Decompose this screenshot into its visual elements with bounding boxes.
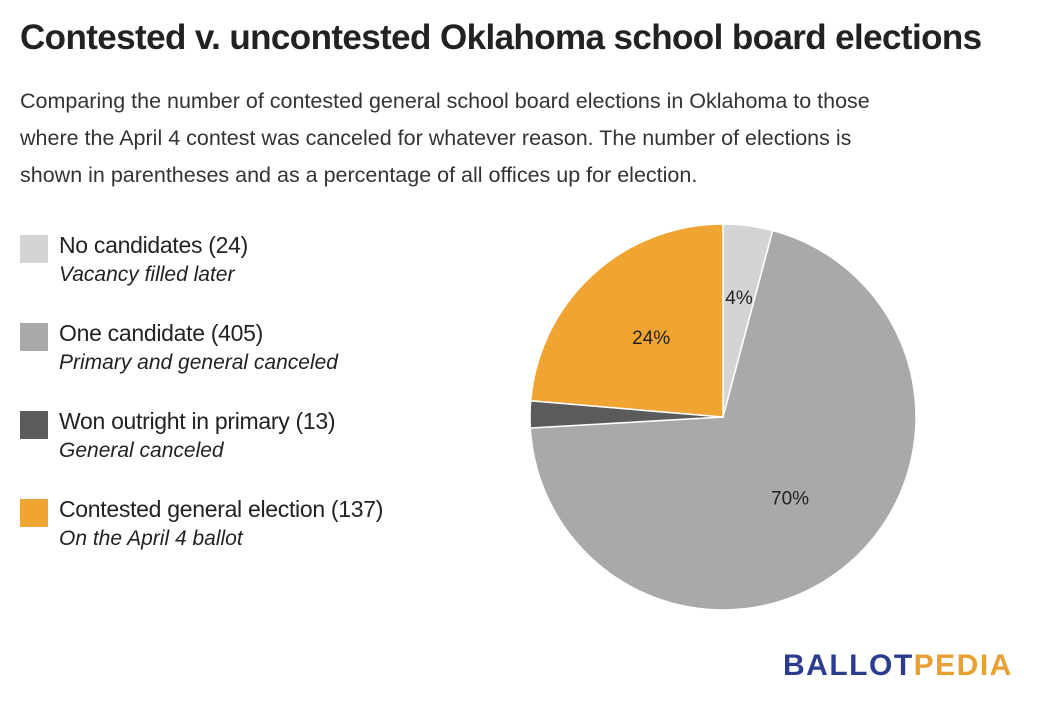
- ballotpedia-logo: BALLOTPEDIA: [783, 649, 1013, 683]
- legend-note: General canceled: [59, 439, 224, 462]
- legend-swatch: [20, 235, 48, 263]
- logo-part-pedia: PEDIA: [913, 649, 1013, 682]
- legend-label: Won outright in primary (13): [59, 408, 336, 434]
- pie-slice-contested: [529, 223, 724, 418]
- pie-label-contested: 24%: [632, 328, 670, 349]
- legend-note: Vacancy filled later: [59, 263, 235, 286]
- legend-swatch: [20, 323, 48, 351]
- legend-note: Primary and general canceled: [59, 351, 338, 374]
- logo-part-ballot: BALLOT: [783, 649, 914, 682]
- legend-swatch: [20, 499, 48, 527]
- subtitle-line: Comparing the number of contested genera…: [20, 89, 870, 113]
- pie-chart: 4% 70% 24%: [520, 215, 930, 625]
- subtitle-line: where the April 4 contest was canceled f…: [20, 126, 852, 150]
- legend-label: Contested general election (137): [59, 496, 384, 522]
- pie-label-no-candidates: 4%: [725, 288, 753, 309]
- pie-svg: 4% 70% 24%: [529, 223, 917, 611]
- chart-subtitle: Comparing the number of contested genera…: [20, 83, 1020, 194]
- legend-label: No candidates (24): [59, 232, 248, 258]
- pie-label-one-candidate: 70%: [771, 488, 809, 509]
- legend-swatch: [20, 411, 48, 439]
- chart-title: Contested v. uncontested Oklahoma school…: [20, 18, 982, 57]
- legend-note: On the April 4 ballot: [59, 527, 243, 550]
- pie-slice-one-candidate: [529, 229, 917, 611]
- subtitle-line: shown in parentheses and as a percentage…: [20, 163, 698, 187]
- legend-label: One candidate (405): [59, 320, 263, 346]
